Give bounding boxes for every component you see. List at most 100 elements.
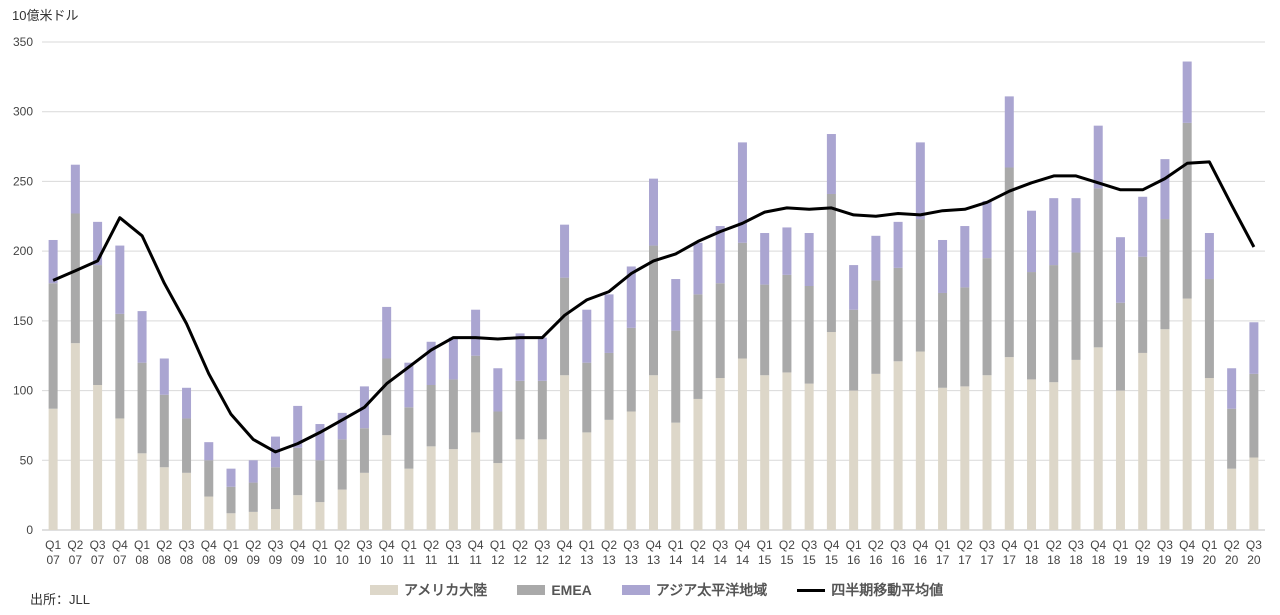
x-tick-label-29: Q2 14 (690, 538, 706, 567)
bar-apac-22 (537, 337, 547, 381)
bar-americas-10 (270, 509, 280, 530)
bar-apac-53 (1227, 368, 1237, 409)
y-tick-label-200: 200 (13, 244, 33, 258)
bar-emea-28 (671, 330, 681, 423)
bar-emea-51 (1182, 122, 1192, 299)
bar-americas-26 (626, 411, 636, 530)
bar-emea-1 (70, 213, 80, 344)
x-tick-label-20: Q1 12 (490, 538, 506, 567)
bar-americas-11 (293, 495, 303, 530)
legend-swatch-americas (370, 585, 398, 595)
bar-emea-32 (760, 284, 770, 376)
x-tick-label-15: Q4 10 (379, 538, 395, 567)
x-tick-label-53: Q2 20 (1224, 538, 1240, 567)
bar-emea-14 (359, 428, 369, 473)
bar-americas-48 (1115, 390, 1125, 530)
legend: アメリカ大陸 EMEA アジア太平洋地域 四半期移動平均値 (370, 580, 943, 600)
bar-americas-1 (70, 343, 80, 530)
bar-apac-18 (448, 337, 458, 380)
x-tick-label-42: Q3 17 (979, 538, 995, 567)
x-tick-label-49: Q2 19 (1135, 538, 1151, 567)
bar-emea-21 (515, 380, 525, 440)
legend-label-americas: アメリカ大陸 (404, 582, 488, 598)
bar-emea-20 (493, 411, 503, 464)
x-tick-label-30: Q3 14 (712, 538, 728, 567)
x-tick-label-31: Q4 14 (734, 538, 750, 567)
bar-americas-4 (137, 453, 147, 530)
bar-americas-25 (604, 419, 614, 530)
bar-emea-45 (1049, 265, 1059, 383)
x-tick-label-44: Q1 18 (1024, 538, 1040, 567)
x-tick-label-38: Q3 16 (890, 538, 906, 567)
x-tick-label-50: Q3 19 (1157, 538, 1173, 567)
x-tick-label-36: Q1 16 (846, 538, 862, 567)
bar-apac-32 (760, 233, 770, 285)
bar-emea-8 (226, 486, 236, 514)
x-tick-label-24: Q1 13 (579, 538, 595, 567)
x-tick-label-1: Q2 07 (67, 538, 83, 567)
bar-apac-35 (826, 134, 836, 194)
bar-americas-45 (1049, 382, 1059, 530)
bar-apac-3 (115, 245, 125, 314)
bar-apac-12 (315, 424, 325, 461)
bar-emea-40 (938, 292, 948, 388)
bar-apac-34 (804, 233, 814, 286)
y-axis-unit-label: 10億米ドル (12, 8, 79, 23)
bar-americas-32 (760, 375, 770, 530)
bar-americas-50 (1160, 329, 1170, 530)
bar-apac-40 (938, 239, 948, 293)
bar-americas-51 (1182, 298, 1192, 530)
bar-emea-24 (582, 362, 592, 433)
bar-americas-47 (1093, 347, 1103, 530)
bar-emea-5 (159, 394, 169, 468)
bar-americas-3 (115, 418, 125, 530)
bar-americas-7 (204, 496, 214, 530)
bar-apac-7 (204, 442, 214, 461)
bar-emea-17 (426, 384, 436, 447)
bar-apac-9 (248, 460, 258, 483)
bar-apac-30 (715, 226, 725, 284)
x-tick-label-45: Q2 18 (1046, 538, 1062, 567)
x-tick-label-7: Q4 08 (201, 538, 217, 567)
source-note: 出所：JLL (30, 592, 90, 607)
bar-emea-34 (804, 286, 814, 384)
bar-americas-20 (493, 463, 503, 530)
bar-apac-36 (849, 265, 859, 310)
bar-apac-44 (1027, 210, 1037, 273)
x-tick-label-4: Q1 08 (134, 538, 150, 567)
bar-apac-26 (626, 266, 636, 328)
bar-apac-39 (915, 142, 925, 220)
bar-americas-28 (671, 422, 681, 530)
bar-americas-24 (582, 432, 592, 530)
bar-americas-37 (871, 373, 881, 530)
x-tick-label-2: Q3 07 (90, 538, 106, 567)
bar-americas-15 (382, 435, 392, 530)
x-tick-label-34: Q3 15 (801, 538, 817, 567)
bar-americas-46 (1071, 359, 1081, 530)
x-tick-label-54: Q3 20 (1246, 538, 1262, 567)
bar-americas-9 (248, 511, 258, 530)
x-tick-label-3: Q4 07 (112, 538, 128, 567)
x-tick-label-28: Q1 14 (668, 538, 684, 567)
bar-emea-38 (893, 267, 903, 362)
bar-americas-53 (1227, 468, 1237, 530)
bar-apac-47 (1093, 125, 1103, 189)
bar-apac-45 (1049, 198, 1059, 266)
legend-label-moving-average: 四半期移動平均値 (831, 582, 944, 598)
x-tick-label-41: Q2 17 (957, 538, 973, 567)
bar-emea-9 (248, 482, 258, 512)
x-tick-labels: Q1 07 Q2 07 Q3 07 Q4 07 Q1 08 Q2 08 Q3 08 Q4 08 Q1 09 Q2 09… (45, 538, 1262, 567)
bar-americas-33 (782, 372, 792, 530)
bar-apac-37 (871, 235, 881, 281)
bar-americas-31 (737, 358, 747, 530)
x-tick-label-23: Q4 12 (557, 538, 573, 567)
bar-apac-48 (1115, 237, 1125, 303)
x-tick-label-33: Q2 15 (779, 538, 795, 567)
bar-americas-18 (448, 449, 458, 530)
bar-americas-39 (915, 351, 925, 530)
x-tick-label-12: Q1 10 (312, 538, 328, 567)
bar-apac-2 (93, 221, 103, 266)
bar-apac-4 (137, 311, 147, 363)
bar-americas-35 (826, 332, 836, 530)
